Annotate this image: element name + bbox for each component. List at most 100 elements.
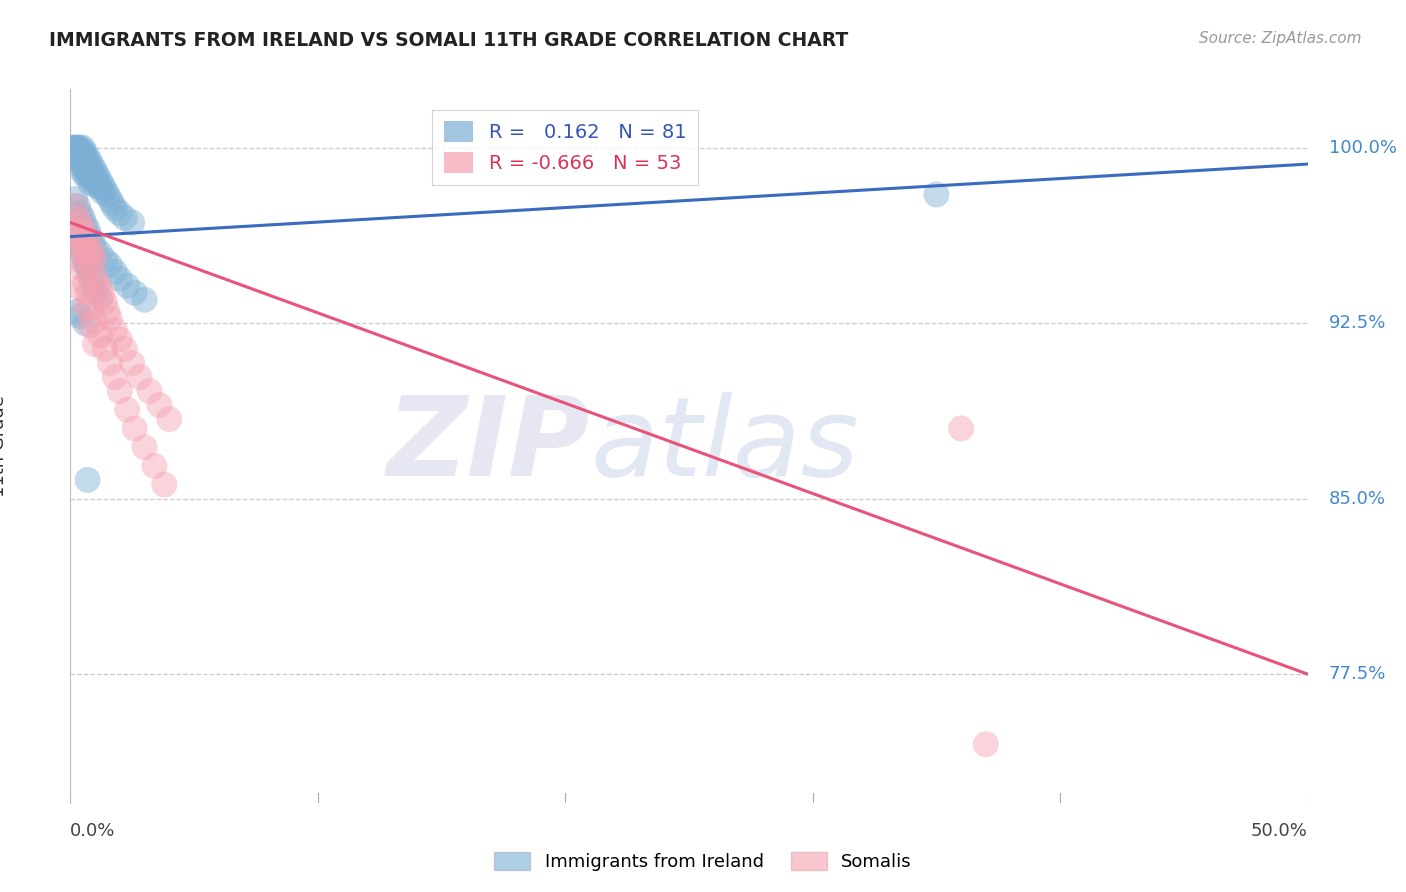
Point [79,229,101,244]
Point [75,157,97,171]
Point [69,216,91,230]
Point [104,265,127,279]
Point [72,222,94,236]
Point [66,239,89,253]
Point [115,402,138,417]
Point [121,356,143,370]
Point [84,269,107,284]
Point [104,323,127,337]
Point [72,248,94,262]
Point [76,234,98,248]
Point [108,333,131,347]
Point [157,412,180,426]
Point [79,318,101,333]
Text: IMMIGRANTS FROM IRELAND VS SOMALI 11TH GRADE CORRELATION CHART: IMMIGRANTS FROM IRELAND VS SOMALI 11TH G… [49,31,848,50]
Point [84,252,107,267]
Point [134,440,156,454]
Point [108,206,131,220]
Point [76,157,98,171]
Point [128,370,150,384]
Point [65,145,87,160]
Point [82,160,104,174]
Text: ZIP: ZIP [387,392,591,500]
Point [79,154,101,169]
Point [69,229,91,244]
Point [66,141,89,155]
Point [89,173,111,187]
Text: 100.0%: 100.0% [1329,138,1396,157]
Point [82,166,104,180]
Point [82,173,104,187]
Point [84,241,107,255]
Point [134,293,156,307]
Point [76,251,98,265]
Point [91,185,114,199]
Text: Source: ZipAtlas.com: Source: ZipAtlas.com [1198,31,1361,46]
Point [72,262,94,277]
Point [925,187,948,202]
Point [65,192,87,206]
Point [69,157,91,171]
Legend: Immigrants from Ireland, Somalis: Immigrants from Ireland, Somalis [486,845,920,879]
Point [153,477,176,491]
Text: 50.0%: 50.0% [1251,822,1308,839]
Point [66,141,89,155]
Point [79,169,101,183]
Point [86,169,108,183]
Point [65,141,87,155]
Point [76,169,98,183]
Point [86,176,108,190]
Point [69,241,91,255]
Point [76,222,98,236]
Point [98,192,121,206]
Point [94,342,117,356]
Point [76,473,98,487]
Point [75,255,97,269]
Point [75,227,97,242]
Point [89,180,111,194]
Point [66,199,89,213]
Point [82,277,104,291]
Point [75,277,97,291]
Point [66,304,89,318]
Point [79,241,101,255]
Point [91,178,114,193]
Point [69,206,91,220]
Point [98,356,121,370]
Point [114,342,136,356]
Text: 77.5%: 77.5% [1329,665,1386,683]
Point [143,458,166,473]
Text: 0.0%: 0.0% [70,822,115,839]
Point [65,141,87,155]
Point [96,304,118,318]
Point [91,288,114,302]
Point [96,187,118,202]
Point [76,164,98,178]
Point [62,141,84,155]
Text: atlas: atlas [591,392,859,500]
Point [75,244,97,258]
Point [950,421,973,435]
Point [148,398,170,412]
Point [138,384,160,398]
Point [98,258,121,272]
Point [84,337,107,351]
Point [82,234,104,248]
Point [89,327,111,342]
Point [75,150,97,164]
Point [79,176,101,190]
Point [76,285,98,300]
Point [75,218,97,232]
Point [89,246,111,260]
Point [79,161,101,176]
Point [94,183,117,197]
Point [69,252,91,267]
Point [84,171,107,186]
Point [75,300,97,314]
Point [66,211,89,225]
Legend: R =   0.162   N = 81, R = -0.666   N = 53: R = 0.162 N = 81, R = -0.666 N = 53 [433,110,697,185]
Point [76,262,98,277]
Point [974,737,997,751]
Point [72,157,94,171]
Point [84,164,107,178]
